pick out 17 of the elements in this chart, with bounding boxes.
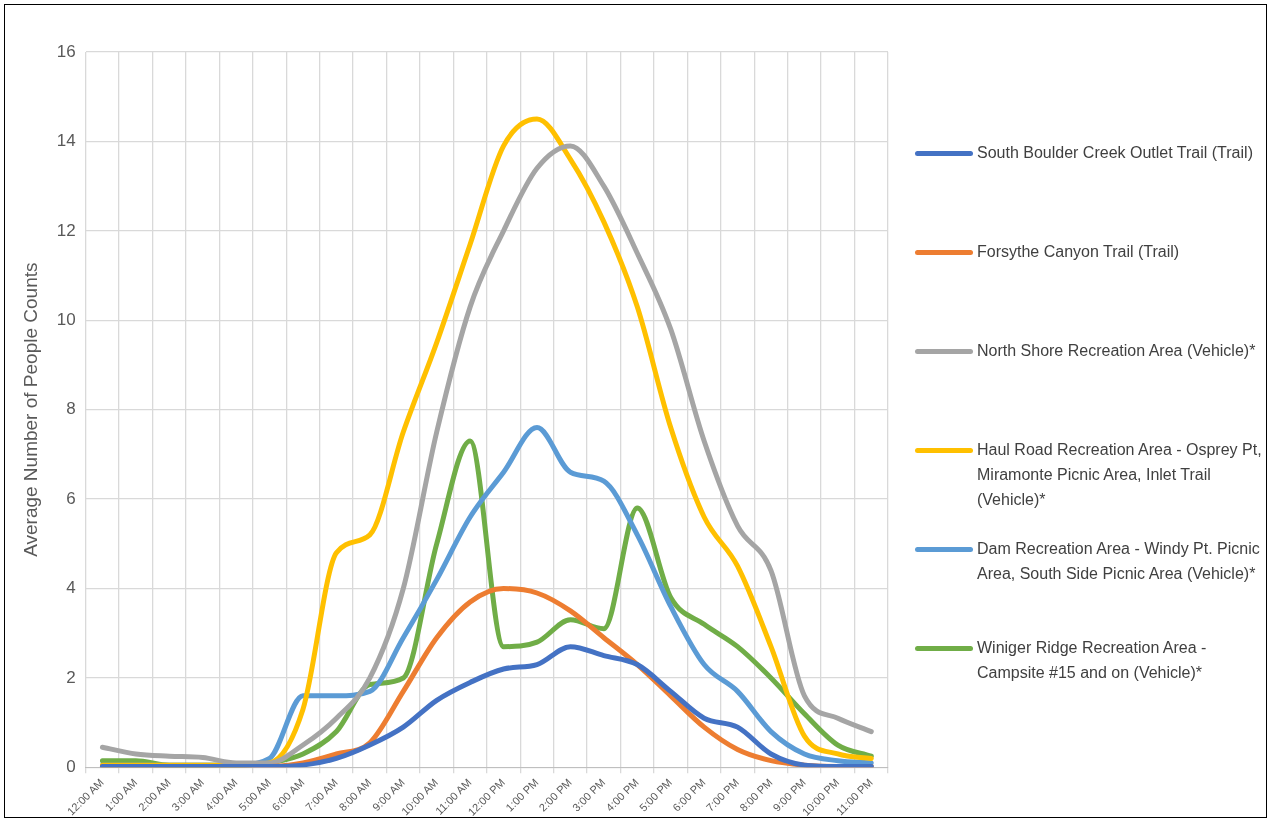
legend-label: North Shore Recreation Area (Vehicle)* — [977, 341, 1256, 361]
legend-label: Haul Road Recreation Area - Osprey Pt, Miramonte Picnic Area, Inlet Trail (Vehicle)* — [977, 440, 1263, 510]
y-tick-label: 14 — [56, 131, 76, 151]
legend-label: Forsythe Canyon Trail (Trail) — [977, 242, 1180, 262]
legend-label: South Boulder Creek Outlet Trail (Trail) — [977, 143, 1253, 163]
y-tick-label: 10 — [56, 309, 76, 329]
x-tick-label: 7:00 AM — [302, 776, 340, 814]
y-axis-title: Average Number of People Counts — [19, 262, 41, 557]
y-tick-label: 4 — [66, 578, 76, 598]
y-tick-label: 12 — [56, 220, 76, 240]
y-tick-label: 8 — [66, 399, 76, 419]
legend-label: Dam Recreation Area - Windy Pt. Picnic Area, South Side Picnic Area (Vehicle)* — [977, 539, 1261, 584]
y-tick-label: 16 — [56, 41, 76, 61]
y-tick-label: 0 — [66, 757, 76, 777]
y-tick-label: 6 — [66, 488, 76, 508]
legend-label: Winiger Ridge Recreation Area - Campsite #15 and on (Vehicle)* — [977, 638, 1208, 683]
y-tick-label: 2 — [66, 667, 76, 687]
